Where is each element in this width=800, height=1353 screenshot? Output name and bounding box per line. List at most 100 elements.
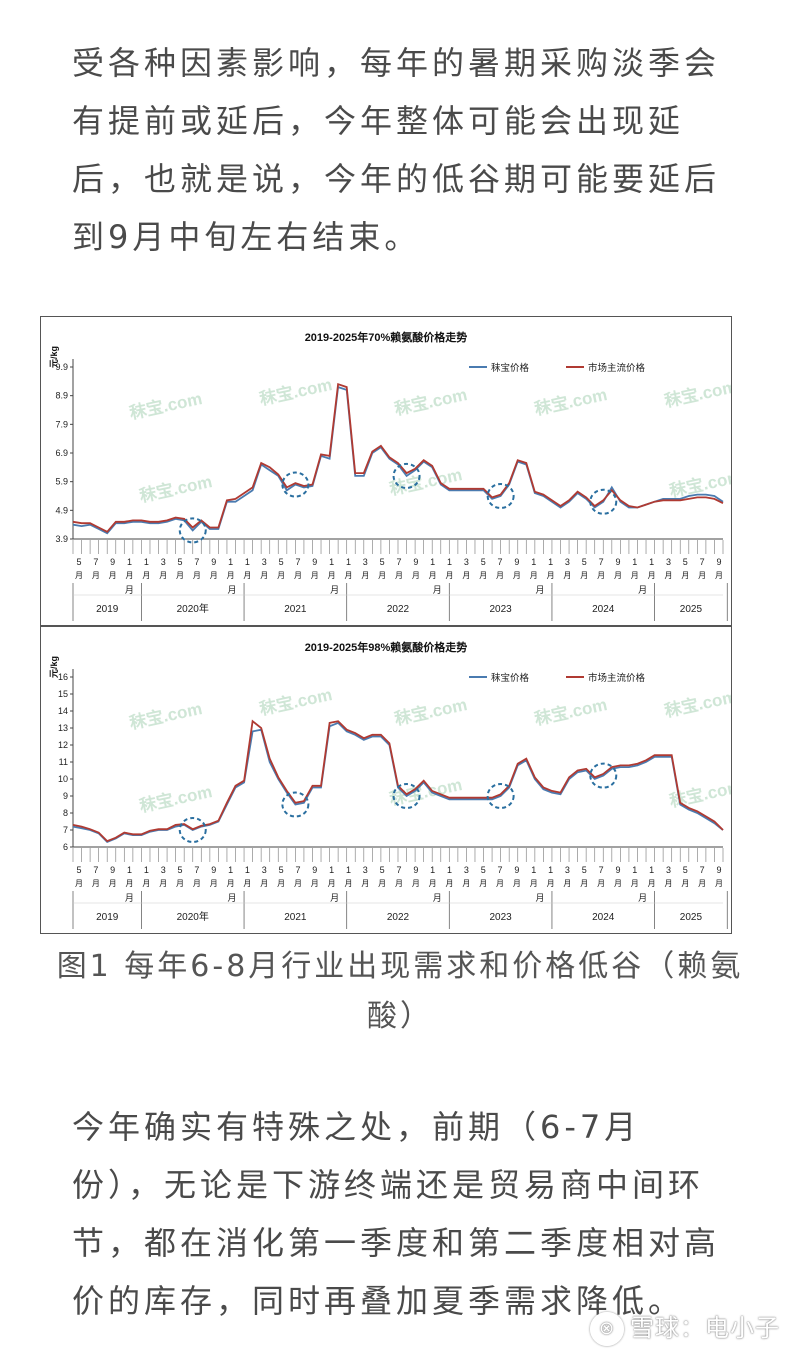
chart-watermark-text: 秣宝.com (128, 388, 204, 423)
month-suffix-label: 月 (378, 571, 386, 580)
month-tick-label: 1 (548, 557, 553, 567)
year-label: 2025 (680, 912, 703, 923)
y-tick-label: 9 (63, 791, 68, 801)
month-tick-label: 5 (683, 865, 688, 875)
watermark-text: 雪球：电小子 (630, 1314, 780, 1342)
legend-label-1: 市场主流价格 (588, 672, 646, 684)
month-suffix-label: 月 (698, 879, 706, 888)
month-tick-label: 3 (666, 865, 671, 875)
xueqiu-logo-icon: ⊗ (590, 1312, 624, 1346)
month-suffix-label: 月 (142, 571, 150, 580)
month-suffix-label: 月 (479, 879, 487, 888)
month-tick-label: 1 (144, 557, 149, 567)
year-label: 2020年 (177, 602, 209, 615)
trough-highlight-circle (392, 783, 421, 809)
month-suffix-label: 月 (698, 571, 706, 580)
month-suffix-label: 月 (715, 571, 723, 580)
y-tick-label: 12 (58, 740, 68, 750)
month-tick-label: 1 (447, 557, 452, 567)
month-suffix-label: 月 (395, 571, 403, 580)
month-suffix-label: 月 (563, 879, 571, 888)
month-suffix-label: 月 (715, 879, 723, 888)
year-label: 2023 (490, 604, 513, 615)
y-tick-label: 10 (58, 774, 68, 784)
month-suffix-label: 月 (227, 879, 235, 888)
month-suffix-label: 月 (547, 879, 555, 888)
month-tick-label: 5 (481, 865, 486, 875)
month-suffix-label: 月 (446, 571, 454, 580)
month-suffix-label: 月 (462, 571, 470, 580)
year-label: 2019 (96, 604, 119, 615)
month-tick-label: 3 (565, 865, 570, 875)
month-suffix-label: 月 (361, 879, 369, 888)
y-tick-label: 5.9 (55, 477, 68, 487)
chart-watermark-text: 秣宝.com (393, 384, 469, 419)
month-suffix-label: 月 (429, 571, 437, 580)
month-tick-label: 3 (464, 865, 469, 875)
month-suffix-label: 月 (681, 571, 689, 580)
month-tick-label: 1 (430, 557, 435, 567)
month-suffix-label: 月 (378, 879, 386, 888)
year-label: 2025 (680, 604, 703, 615)
chart-title: 2019-2025年70%赖氨酸价格走势 (305, 330, 468, 344)
month-tick-label: 7 (295, 557, 300, 567)
month-tick-label: 3 (161, 865, 166, 875)
figure-caption: 图1 每年6-8月行业出现需求和价格低谷（赖氨酸） (56, 949, 744, 1034)
trough-highlight-circle (392, 462, 421, 489)
month-tick-label: 5 (178, 557, 183, 567)
month-tick-label: 5 (279, 865, 284, 875)
month-tick-label: 1 (245, 557, 250, 567)
y-tick-label: 9.9 (55, 362, 68, 372)
month-tick-label: 3 (464, 557, 469, 567)
month-suffix-label: 月 (530, 879, 538, 888)
chart-watermarks: 秣宝.com 秣宝.com 秣宝.com 秣宝.com 秣宝.com 秣宝.com 秣宝.c… (128, 684, 731, 816)
month-suffix-label: 月 (462, 879, 470, 888)
month-tick-label: 9 (716, 865, 721, 875)
chart-watermark-text: 秣宝.com (128, 698, 204, 733)
month-tick-label: 1 (531, 865, 536, 875)
month-suffix-label: 月 (479, 571, 487, 580)
month-suffix-label: 月 (277, 571, 285, 580)
month-suffix-label: 月 (142, 879, 150, 888)
month-tick-label: 7 (700, 865, 705, 875)
month-suffix-label: 月 (496, 571, 504, 580)
month-suffix-label: 月 (75, 571, 83, 580)
y-axis-label: 元/kg (49, 346, 59, 368)
trough-highlight-circle (486, 783, 515, 809)
chart-watermark-text: 秣宝.com (533, 694, 609, 729)
chart-70-lysine: 2019-2025年70%赖氨酸价格走势 元/kg 秣宝.com 秣宝.com 秣宝.c… (40, 316, 732, 626)
month-suffix-label: 月 (126, 571, 134, 580)
month-suffix-label: 月 (664, 571, 672, 580)
month-suffix-label: 月 (176, 879, 184, 888)
month-suffix-label: 月 (361, 571, 369, 580)
chart-watermark-text: 秣宝.com (388, 774, 464, 809)
year-sep-month-label: 月 (535, 585, 544, 595)
y-tick-label: 7.9 (55, 419, 68, 429)
year-label: 2023 (490, 912, 513, 923)
trough-highlight-circle (281, 471, 310, 498)
month-tick-label: 1 (346, 557, 351, 567)
y-axis-label: 元/kg (49, 656, 59, 678)
month-tick-label: 9 (514, 557, 519, 567)
month-tick-label: 7 (396, 865, 401, 875)
month-tick-label: 3 (262, 865, 267, 875)
month-tick-label: 9 (413, 865, 418, 875)
series-line-0 (72, 385, 724, 535)
y-tick-label: 8.9 (55, 391, 68, 401)
month-suffix-label: 月 (648, 879, 656, 888)
year-label: 2019 (96, 912, 119, 923)
y-tick-label: 15 (58, 689, 68, 699)
month-tick-label: 3 (666, 557, 671, 567)
month-suffix-label: 月 (243, 879, 251, 888)
month-tick-label: 1 (430, 865, 435, 875)
chart-98-lysine: 2019-2025年98%赖氨酸价格走势 元/kg 秣宝.com 秣宝.com 秣宝.c… (40, 626, 732, 934)
year-sep-month-label: 月 (433, 893, 442, 903)
month-tick-label: 9 (110, 557, 115, 567)
month-suffix-label: 月 (446, 879, 454, 888)
year-label: 2021 (284, 912, 307, 923)
y-tick-label: 4.9 (55, 505, 68, 515)
chart-watermark-text: 秣宝.com (663, 686, 731, 721)
month-tick-label: 1 (447, 865, 452, 875)
month-suffix-label: 月 (614, 879, 622, 888)
